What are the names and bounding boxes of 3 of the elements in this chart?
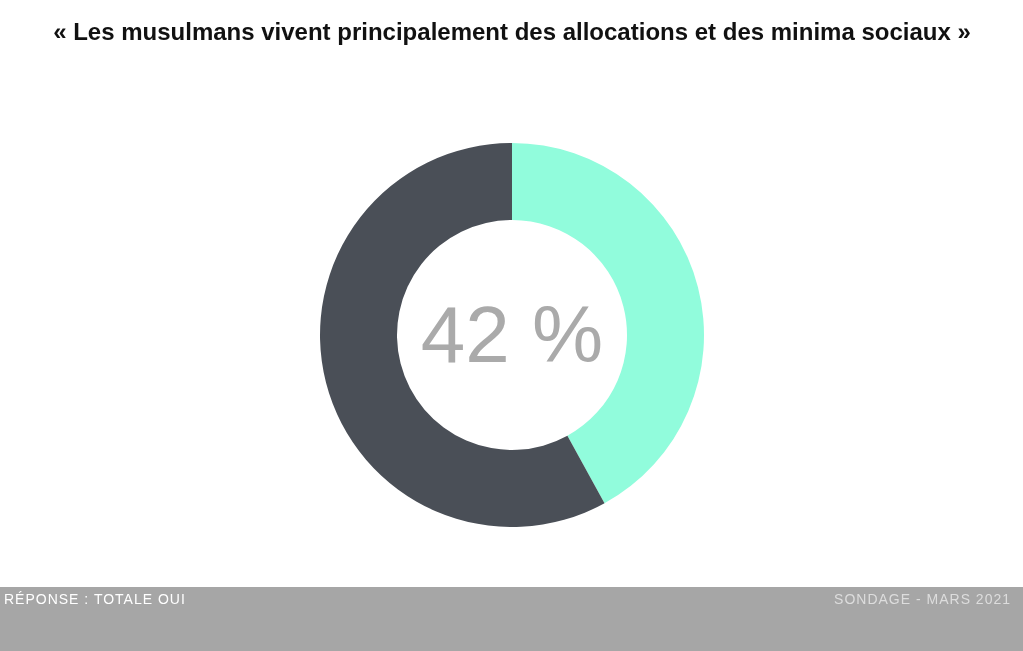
text: 42 % [420,290,604,380]
chart-title: « Les musulmans vivent principalement des allocations et des minima sociaux » [53,17,971,45]
text: RÉPONSE : TOTALE OUI [4,590,186,609]
